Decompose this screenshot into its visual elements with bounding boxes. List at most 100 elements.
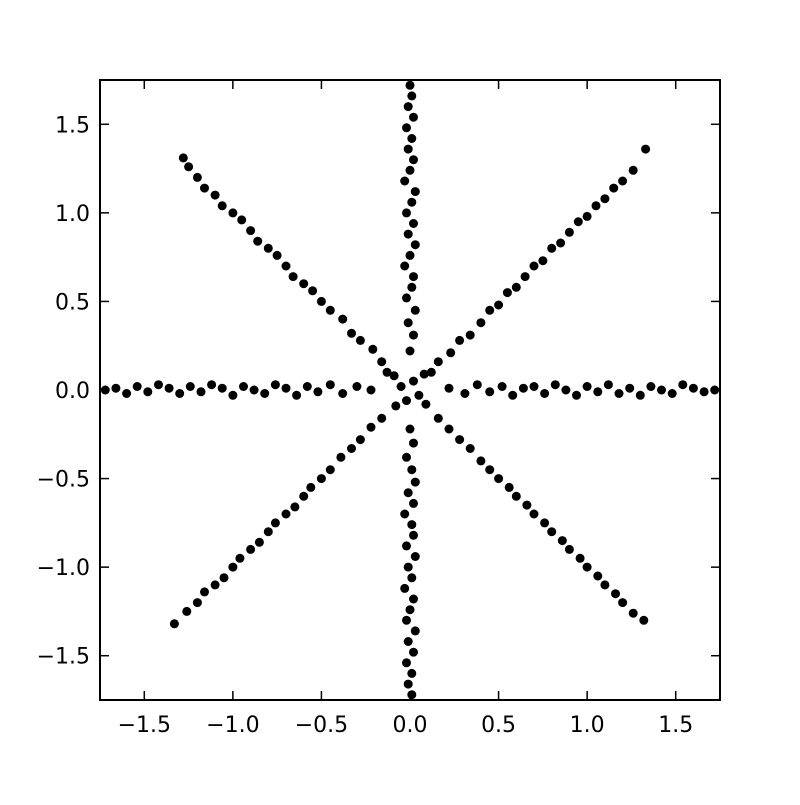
scatter-point (465, 444, 475, 453)
scatter-point (405, 424, 415, 434)
scatter-point (402, 293, 411, 303)
scatter-point (403, 102, 413, 112)
scatter-point (253, 236, 263, 246)
scatter-point (182, 606, 192, 616)
scatter-point (455, 335, 465, 345)
scatter-point (400, 176, 410, 186)
scatter-point (522, 500, 532, 510)
scatter-point (421, 399, 431, 409)
scatter-point (511, 282, 521, 292)
scatter-point (270, 380, 280, 390)
scatter-point (403, 679, 413, 689)
scatter-point (281, 383, 291, 393)
scatter-point (272, 250, 282, 260)
scatter-point (405, 605, 415, 615)
scatter-point (389, 371, 399, 381)
scatter-point (325, 305, 335, 315)
scatter-point (355, 335, 365, 345)
scatter-point (557, 536, 567, 546)
scatter-point (540, 389, 550, 398)
scatter-point (402, 541, 411, 551)
scatter-point (625, 383, 635, 393)
scatter-point (639, 615, 649, 625)
scatter-point (366, 422, 376, 432)
scatter-point (237, 215, 247, 225)
x-tick-label: −0.5 (295, 713, 348, 738)
scatter-point (288, 272, 298, 282)
scatter-point (409, 155, 418, 165)
scatter-point (196, 387, 206, 397)
scatter-point (210, 190, 220, 200)
scatter-point (410, 626, 420, 636)
scatter-point (246, 544, 256, 554)
x-tick-label: 1.0 (570, 713, 605, 738)
scatter-point (502, 288, 512, 298)
scatter-point (263, 243, 273, 253)
scatter-point (281, 509, 291, 519)
scatter-point (154, 380, 163, 390)
scatter-point (407, 282, 417, 292)
scatter-point (409, 594, 418, 604)
scatter-point (164, 383, 174, 393)
scatter-point (382, 367, 392, 377)
scatter-point (678, 380, 688, 390)
tick-labels-layer: −1.5 −1.0 −0.5 0.0 0.5 1.0 1.5 1.5 1.0 0.5 0.0 −0.5… (37, 113, 694, 738)
scatter-point (249, 385, 259, 395)
scatter-point (402, 452, 411, 462)
scatter-point (281, 261, 291, 271)
scatter-point (377, 357, 387, 367)
scatter-point (593, 387, 603, 397)
points-layer (100, 80, 720, 700)
scatter-point (494, 474, 504, 484)
x-tick-label: 0.0 (393, 713, 428, 738)
scatter-point (338, 314, 348, 324)
scatter-point (446, 348, 456, 358)
scatter-point (405, 250, 415, 260)
scatter-point (497, 382, 507, 391)
scatter-point (409, 112, 418, 122)
scatter-point (409, 647, 418, 657)
scatter-point (611, 589, 620, 599)
scatter-point (609, 183, 619, 193)
scatter-point (407, 134, 417, 143)
scatter-point (600, 580, 610, 590)
scatter-point (540, 518, 550, 528)
scatter-point (460, 389, 470, 398)
scatter-point (646, 382, 656, 391)
scatter-point (508, 390, 518, 400)
scatter-point (402, 396, 411, 406)
scatter-point (494, 300, 504, 310)
scatter-point (582, 211, 592, 221)
scatter-point (270, 518, 280, 528)
scatter-point (403, 562, 413, 572)
scatter-point (433, 357, 443, 367)
scatter-point (407, 690, 417, 700)
scatter-point (228, 208, 238, 218)
y-tick-label: −1.5 (37, 645, 90, 670)
scatter-point (377, 413, 387, 423)
scatter-point (591, 201, 601, 211)
scatter-point (313, 387, 323, 397)
scatter-point (200, 183, 209, 193)
scatter-point (210, 580, 220, 590)
scatter-point (402, 208, 411, 218)
scatter-point (529, 382, 539, 391)
scatter-point (217, 383, 227, 393)
scatter-point (410, 552, 420, 561)
y-tick-label: 0.0 (55, 379, 90, 404)
scatter-point (405, 165, 415, 175)
scatter-point (175, 389, 185, 398)
scatter-point (207, 380, 217, 390)
scatter-point (308, 286, 318, 296)
scatter-point (403, 488, 413, 498)
scatter-point (538, 256, 548, 266)
scatter-point (444, 383, 454, 393)
scatter-point (219, 573, 229, 583)
scatter-point (290, 502, 300, 512)
scatter-point (132, 382, 142, 391)
scatter-point (338, 389, 348, 398)
scatter-point (504, 482, 514, 492)
scatter-point (407, 91, 417, 101)
